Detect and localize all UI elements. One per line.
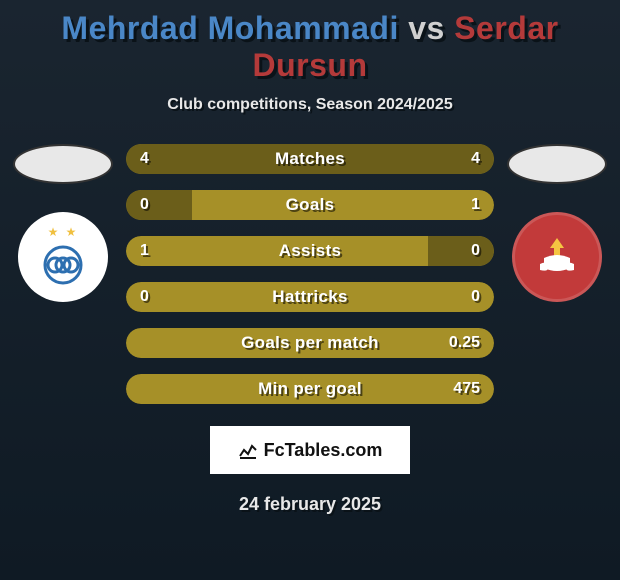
bar-label: Assists bbox=[126, 236, 494, 266]
stat-bar-row: 44Matches bbox=[126, 144, 494, 174]
stat-bar-row: 00Hattricks bbox=[126, 282, 494, 312]
left-crest-inner: ★ ★ bbox=[39, 225, 87, 290]
vs-label: vs bbox=[408, 10, 445, 46]
star-icon: ★ ★ bbox=[39, 225, 87, 239]
subtitle: Club competitions, Season 2024/2025 bbox=[0, 96, 620, 114]
left-flag-icon bbox=[13, 144, 113, 184]
comparison-card: Mehrdad Mohammadi vs Serdar Dursun Club … bbox=[0, 0, 620, 580]
stat-bar-row: 10Assists bbox=[126, 236, 494, 266]
player1-name: Mehrdad Mohammadi bbox=[61, 10, 398, 46]
stat-bars: 44Matches 01Goals 10Assists 00Hattricks 0.25… bbox=[118, 144, 502, 420]
bar-label: Hattricks bbox=[126, 282, 494, 312]
content-row: ★ ★ 44Matches 01Goals 10Assists 00Hattricks… bbox=[0, 144, 620, 420]
right-flag-icon bbox=[507, 144, 607, 184]
stat-bar-row: 01Goals bbox=[126, 190, 494, 220]
left-club-crest: ★ ★ bbox=[18, 212, 108, 302]
right-club-crest bbox=[512, 212, 602, 302]
bar-label: Goals bbox=[126, 190, 494, 220]
left-player-column: ★ ★ bbox=[8, 144, 118, 302]
bar-label: Goals per match bbox=[126, 328, 494, 358]
watermark-badge: FcTables.com bbox=[210, 426, 410, 474]
chart-icon bbox=[238, 440, 258, 460]
page-title: Mehrdad Mohammadi vs Serdar Dursun bbox=[0, 0, 620, 84]
bar-label: Min per goal bbox=[126, 374, 494, 404]
stat-bar-row: 475Min per goal bbox=[126, 374, 494, 404]
right-player-column bbox=[502, 144, 612, 302]
right-crest-icon bbox=[530, 230, 584, 284]
watermark-text: FcTables.com bbox=[264, 440, 383, 461]
bar-label: Matches bbox=[126, 144, 494, 174]
stat-bar-row: 0.25Goals per match bbox=[126, 328, 494, 358]
left-crest-icon bbox=[39, 241, 87, 285]
date-label: 24 february 2025 bbox=[0, 494, 620, 515]
